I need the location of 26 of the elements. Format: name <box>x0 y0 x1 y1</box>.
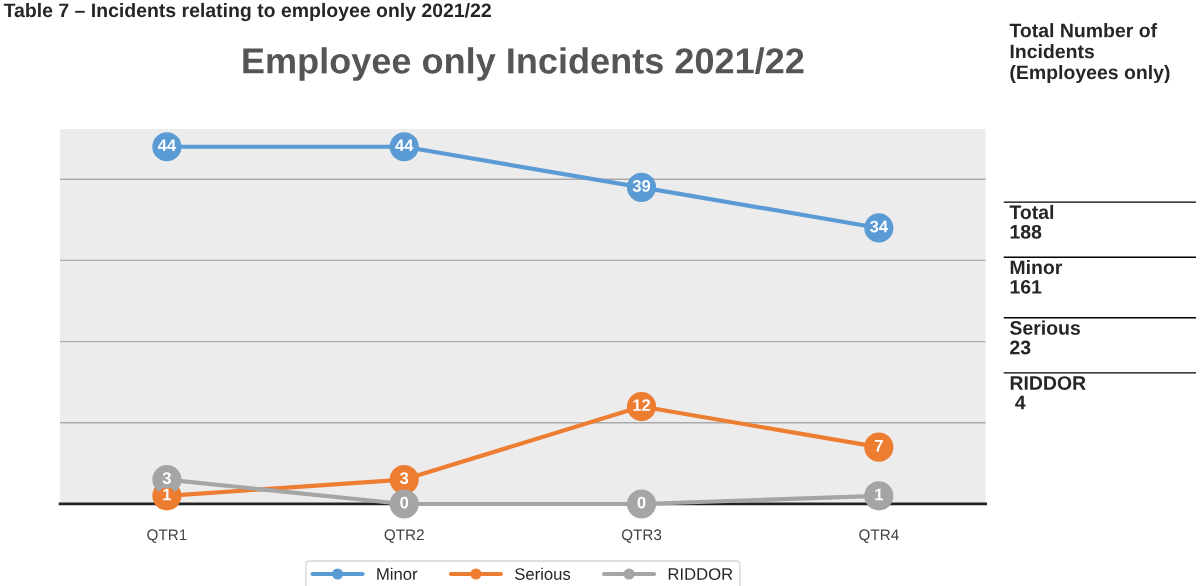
legend-label: RIDDOR <box>668 568 733 580</box>
data-label: 39 <box>632 180 651 192</box>
caption: Table 7 – Incidents relating to employee only 2021/22 <box>3 2 491 22</box>
data-label: 0 <box>400 496 409 509</box>
data-label: 12 <box>633 399 651 411</box>
data-label: 3 <box>162 472 171 485</box>
data-label: 3 <box>399 472 409 485</box>
text: Total 188 <box>1009 204 1054 239</box>
text: Total Number of Incidents (Employees only) <box>1009 23 1170 84</box>
text: RIDDOR 4 <box>1010 376 1086 410</box>
text: Serious 23 <box>1010 320 1080 355</box>
data-label: 44 <box>395 139 414 152</box>
x-tick-label: QTR1 <box>147 529 187 543</box>
text: Minor 161 <box>1010 259 1063 294</box>
x-tick-label: QTR4 <box>859 529 899 543</box>
legend-label: Serious <box>515 567 571 580</box>
data-label: 44 <box>157 139 177 152</box>
data-label: 1 <box>163 488 172 501</box>
data-label: 1 <box>875 488 884 501</box>
chart-title: Employee only Incidents 2021/22 <box>243 47 804 81</box>
data-label: 7 <box>874 439 883 452</box>
legend-label: Minor <box>377 567 418 580</box>
data-label: 34 <box>869 220 889 233</box>
x-tick-label: QTR3 <box>621 529 662 543</box>
data-label: 0 <box>637 496 646 509</box>
x-tick-label: QTR2 <box>384 529 424 543</box>
